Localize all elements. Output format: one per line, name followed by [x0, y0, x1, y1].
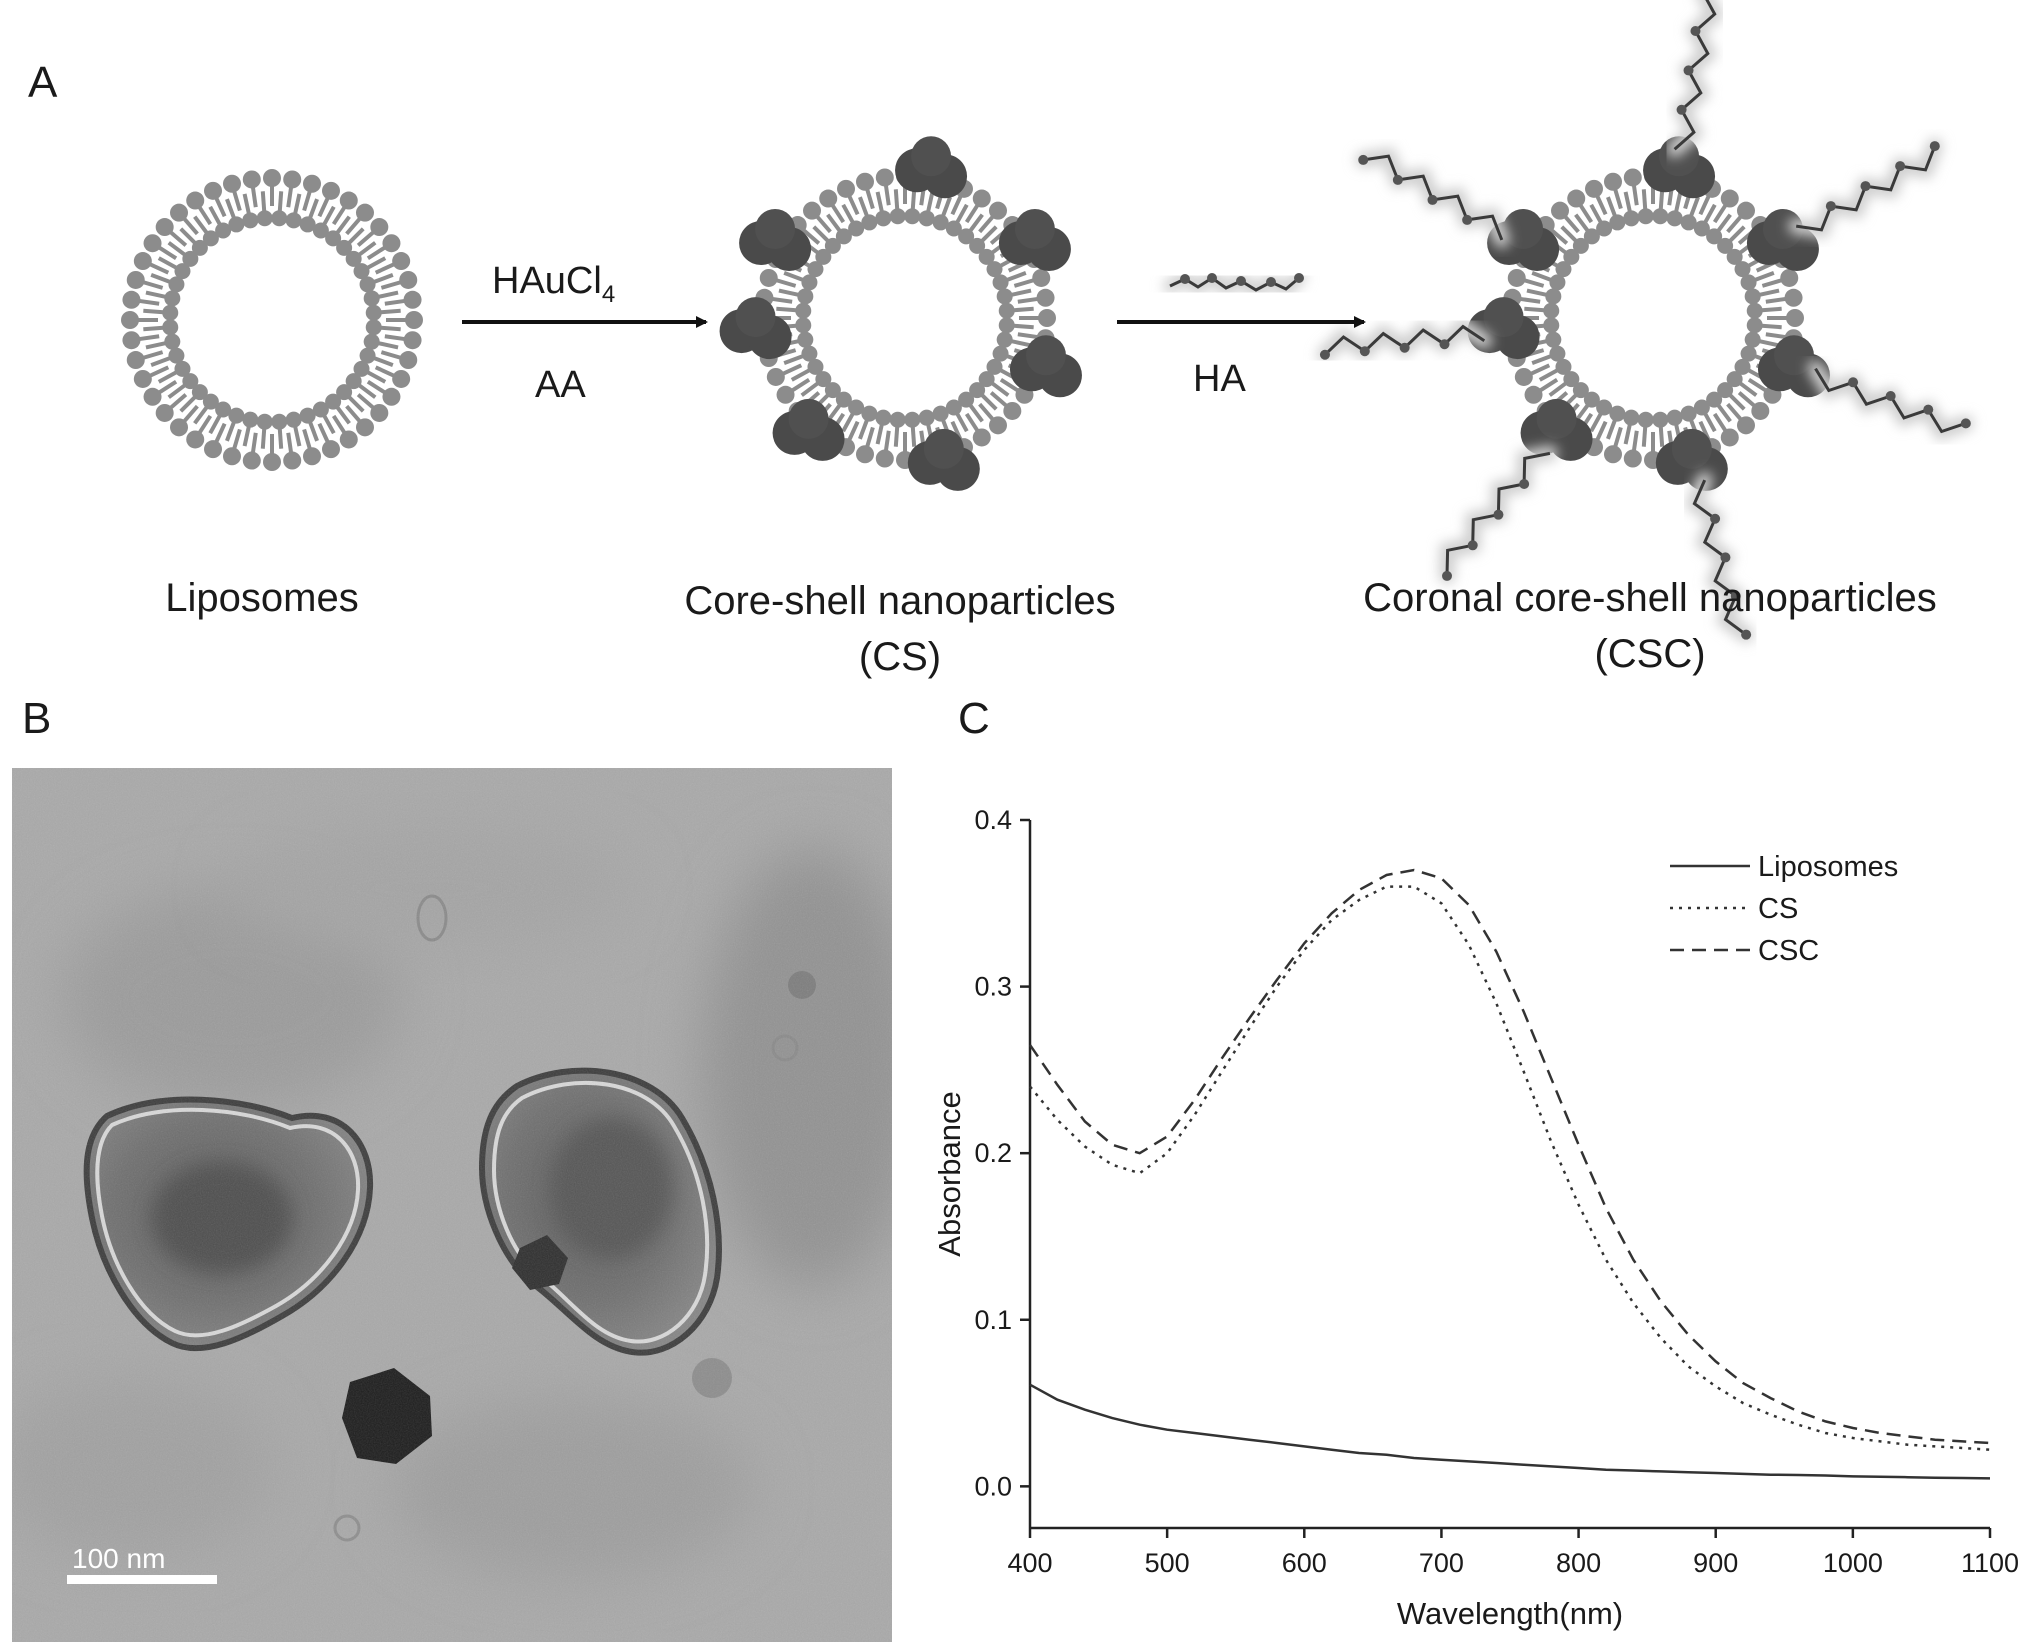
- panel-label-b: B: [22, 694, 52, 743]
- x-tick-label: 1100: [1961, 1548, 2019, 1578]
- y-tick-label: 0.2: [974, 1138, 1012, 1168]
- y-tick-label: 0.4: [974, 805, 1012, 835]
- x-tick-label: 700: [1419, 1548, 1464, 1578]
- x-tick-label: 1000: [1823, 1548, 1883, 1578]
- core-shell-diagram: [719, 136, 1082, 491]
- legend-label-csc: CSC: [1758, 935, 1819, 967]
- stage-label-csc-name: Coronal core-shell nanoparticles: [1363, 576, 1937, 620]
- x-tick-label: 600: [1282, 1548, 1327, 1578]
- x-axis-title: Wavelength(nm): [1397, 1596, 1623, 1631]
- x-tick-label: 900: [1693, 1548, 1738, 1578]
- absorbance-chart: 0.0 0.1 0.2 0.3 0.4 400 500 600 700 800 900 1000 110…: [932, 805, 2019, 1631]
- series-line-liposomes: [1029, 1383, 1991, 1480]
- stage-label-cs: Core-shell nanoparticles (CS): [590, 573, 1210, 685]
- ha-chain-icon: [1163, 269, 1306, 299]
- liposome-diagram: [121, 169, 423, 471]
- chart-legend: Liposomes CS CSC: [1670, 851, 1898, 967]
- y-tick-label: 0.1: [974, 1305, 1012, 1335]
- tem-micrograph: 100 nm: [12, 768, 892, 1642]
- reagent-hauci4: HAuCl4: [492, 260, 615, 308]
- series-line-cs: [1029, 885, 1991, 1451]
- reagent-aa: AA: [535, 364, 586, 406]
- panel-label-a: A: [28, 58, 58, 107]
- y-tick-label: 0.3: [974, 972, 1012, 1002]
- y-axis-title: Absorbance: [932, 1091, 967, 1256]
- synthesis-schematic: HAuCl4 AA HA: [121, 0, 1974, 643]
- series-line-csc: [1028, 868, 1991, 1445]
- x-tick-label: 400: [1007, 1548, 1052, 1578]
- legend-label-cs: CS: [1758, 893, 1798, 925]
- scale-bar: [67, 1575, 217, 1584]
- x-tick-label: 500: [1145, 1548, 1190, 1578]
- legend-label-liposomes: Liposomes: [1758, 851, 1898, 883]
- stage-label-liposomes: Liposomes: [165, 576, 359, 620]
- x-tick-label: 800: [1556, 1548, 1601, 1578]
- stage-label-csc: Coronal core-shell nanoparticles (CSC): [1290, 570, 2010, 682]
- stage-label-csc-abbrev: (CSC): [1594, 632, 1706, 676]
- y-tick-label: 0.0: [974, 1471, 1012, 1501]
- coronal-core-shell-diagram: [1317, 0, 1974, 643]
- scale-bar-label: 100 nm: [72, 1543, 165, 1574]
- stage-label-cs-name: Core-shell nanoparticles: [684, 579, 1116, 623]
- chart-axes: 0.0 0.1 0.2 0.3 0.4 400 500 600 700 800 900 1000 110…: [974, 805, 2019, 1578]
- panel-label-c: C: [958, 694, 990, 743]
- chart-series: [1028, 868, 1991, 1480]
- stage-label-cs-abbrev: (CS): [858, 635, 942, 679]
- reagent-ha: HA: [1193, 358, 1246, 400]
